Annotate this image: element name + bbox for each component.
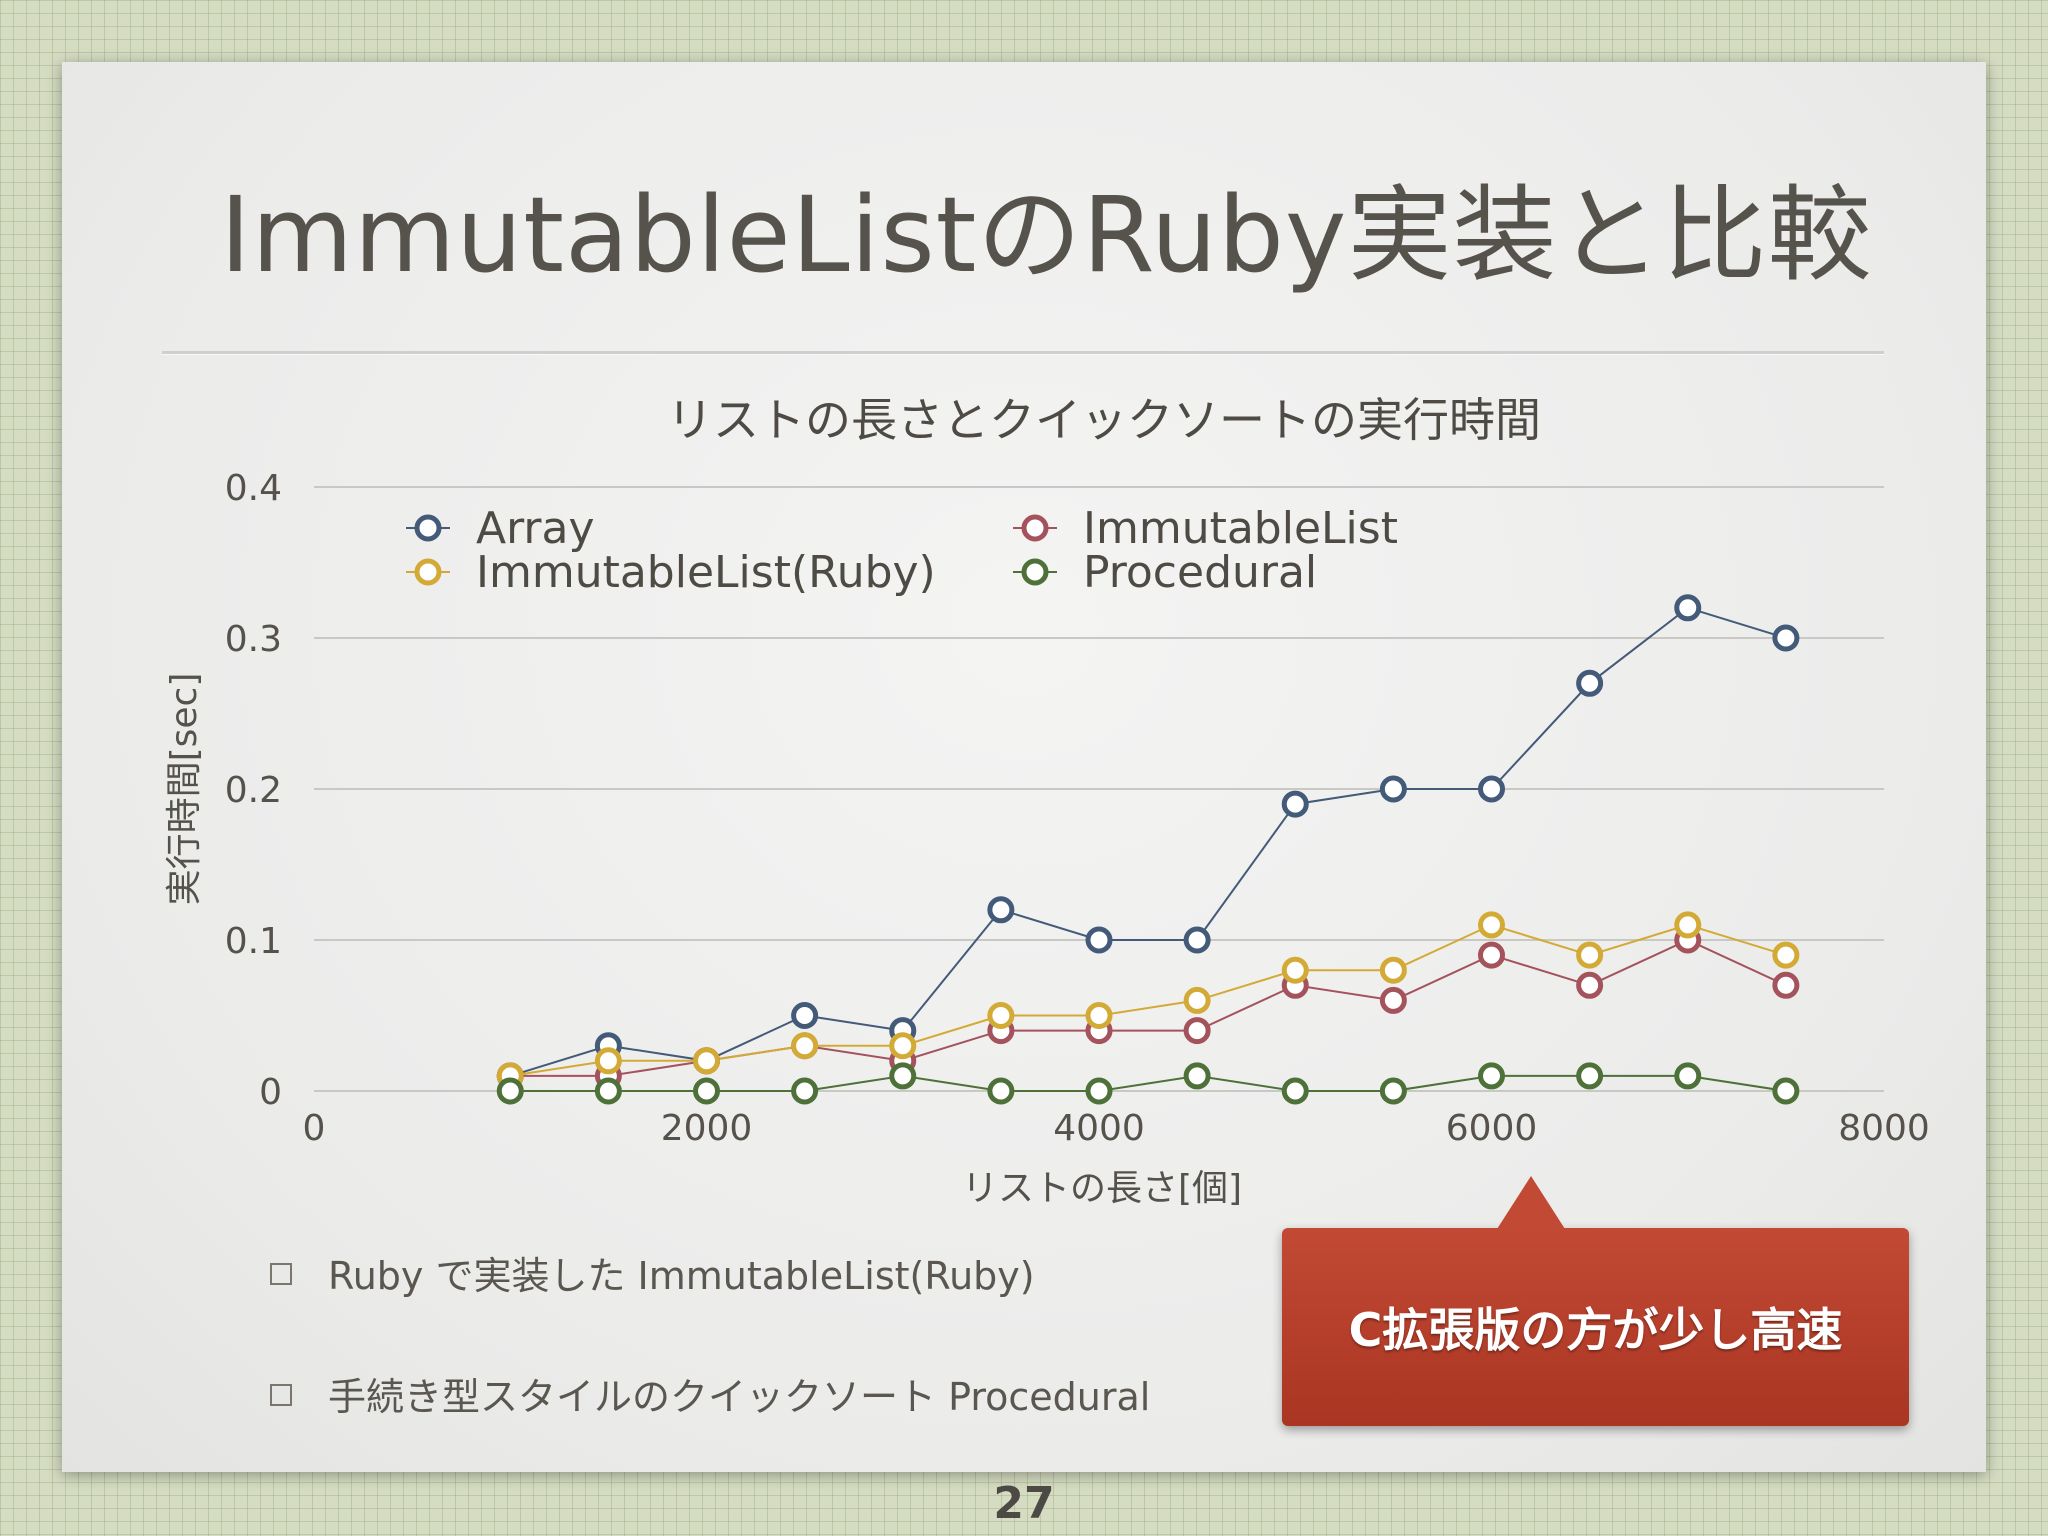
legend-label: Array (476, 503, 595, 554)
data-point (1772, 941, 1800, 969)
data-point (987, 1077, 1015, 1105)
data-point (1085, 1077, 1113, 1105)
x-tick-label: 2000 (661, 1108, 753, 1149)
data-point (987, 1002, 1015, 1029)
data-point (1478, 911, 1505, 939)
data-point (693, 1047, 720, 1075)
data-point (1478, 941, 1505, 969)
data-point (1281, 1077, 1309, 1105)
data-point (1576, 669, 1604, 697)
data-point (1281, 956, 1309, 984)
data-point (1772, 624, 1800, 652)
data-point (791, 1077, 819, 1105)
data-point (1183, 926, 1211, 954)
data-point (1478, 775, 1505, 803)
data-point (1674, 911, 1702, 939)
data-point (791, 1002, 819, 1029)
data-point (1183, 1062, 1211, 1090)
data-point (1674, 594, 1702, 622)
legend-marker (1021, 514, 1049, 542)
bullet-item: Ruby で実装した ImmutableList(Ruby) (270, 1245, 1035, 1300)
bullet-item: 手続き型スタイルのクイックソート Procedural (270, 1366, 1150, 1421)
data-point (1379, 956, 1407, 984)
x-tick-label: 4000 (1053, 1108, 1145, 1149)
callout-box: C拡張版の方が少し高速 (1282, 1176, 1909, 1426)
checkbox-bullet-icon (270, 1384, 292, 1406)
data-point (1379, 986, 1407, 1014)
data-point (496, 1077, 524, 1105)
data-point (1085, 926, 1113, 954)
bullet-text: 手続き型スタイルのクイックソート Procedural (328, 1375, 1151, 1419)
y-tick-label: 0.4 (225, 468, 282, 509)
legend-label: ImmutableList(Ruby) (476, 547, 936, 598)
checkbox-bullet-icon (270, 1263, 292, 1285)
data-point (1576, 1062, 1604, 1090)
y-tick-label: 0.1 (225, 921, 282, 962)
page-number: 27 (993, 1478, 1055, 1529)
data-point (1379, 775, 1407, 803)
x-tick-label: 6000 (1446, 1108, 1538, 1149)
series-line (510, 1074, 1787, 1092)
data-point (1478, 1062, 1505, 1090)
data-point (594, 1047, 622, 1075)
data-point (1183, 986, 1211, 1014)
data-point (1772, 971, 1800, 999)
data-point (1576, 941, 1604, 969)
data-point (1772, 1077, 1800, 1105)
x-tick-label: 0 (303, 1108, 326, 1149)
y-tick-label: 0.3 (225, 619, 282, 660)
data-point (1281, 790, 1309, 818)
chart-title: リストの長さとクイックソートの実行時間 (667, 393, 1541, 447)
callout-text: C拡張版の方が少し高速 (1348, 1303, 1843, 1357)
legend-marker (414, 514, 442, 542)
x-axis-label: リストの長さ[個] (962, 1168, 1242, 1209)
y-tick-label: 0.2 (225, 770, 282, 811)
legend-marker (1021, 558, 1049, 586)
legend-label: Procedural (1083, 547, 1317, 598)
series-line (510, 923, 1787, 1077)
title-divider (162, 351, 1884, 355)
series-line (509, 606, 1787, 1077)
legend-marker (414, 558, 442, 586)
data-point (889, 1032, 917, 1060)
data-point (1576, 971, 1604, 999)
data-point (1674, 1062, 1702, 1090)
data-point (791, 1032, 819, 1060)
bullet-text: Ruby で実装した ImmutableList(Ruby) (328, 1254, 1035, 1298)
data-point (1379, 1077, 1407, 1105)
slide-title: ImmutableListのRuby実装と比較 (220, 174, 1873, 296)
data-point (889, 1062, 917, 1090)
y-tick-label: 0 (259, 1072, 282, 1113)
x-tick-label: 8000 (1838, 1108, 1930, 1149)
data-point (1085, 1002, 1113, 1029)
data-point (693, 1077, 720, 1105)
data-point (594, 1077, 622, 1105)
y-axis-label: 実行時間[sec] (164, 673, 205, 906)
legend-label: ImmutableList (1083, 503, 1398, 554)
data-point (1183, 1017, 1211, 1045)
data-point (987, 896, 1015, 924)
